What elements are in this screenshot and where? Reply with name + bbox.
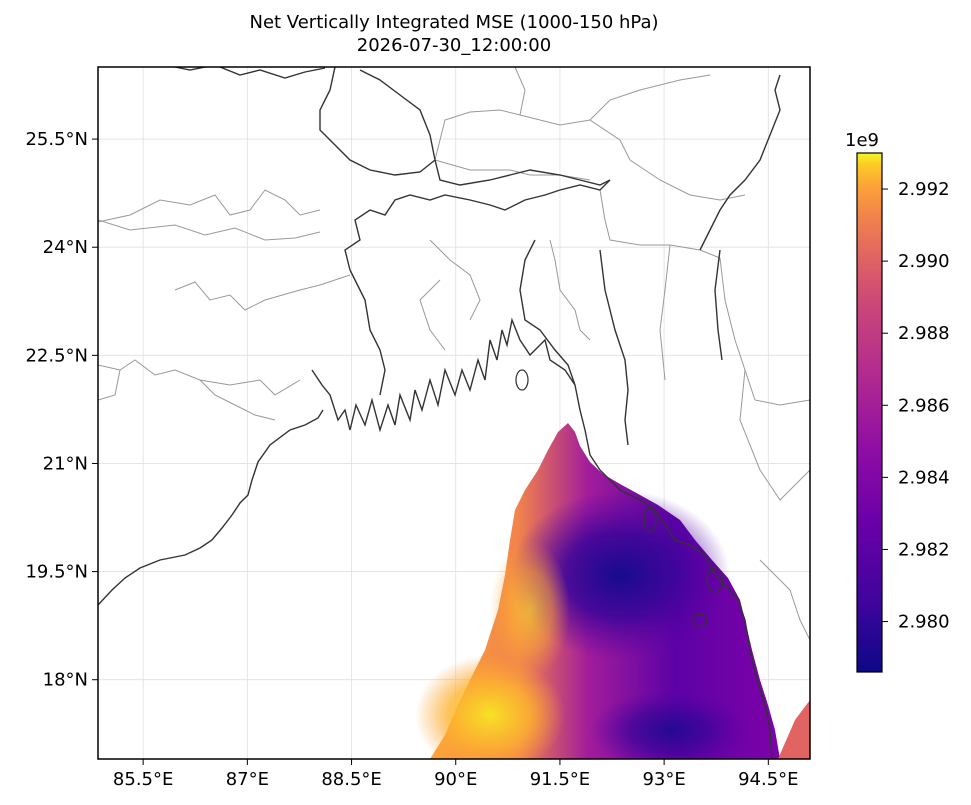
lat-tick-label: 19.5°N — [25, 562, 88, 583]
lon-tick-label: 91.5°E — [530, 769, 590, 790]
colorbar-tick-label: 2.984 — [898, 467, 950, 488]
coastal-islands — [515, 369, 724, 627]
mse-field-east-corner — [778, 700, 810, 759]
lat-tick-label: 18°N — [43, 670, 88, 691]
lon-tick-label: 90°E — [434, 769, 477, 790]
coastline-and-borders — [98, 67, 781, 759]
colorbar-tick-label: 2.982 — [898, 539, 950, 560]
lon-tick-label: 87°E — [226, 769, 269, 790]
mse-field-high-core — [415, 655, 565, 759]
lat-tick-label: 24°N — [43, 237, 88, 258]
bangladesh-north — [319, 67, 436, 176]
colorbar-tick-label: 2.990 — [898, 251, 950, 272]
colorbar-tick-label: 2.992 — [898, 179, 950, 200]
mse-field-high-west — [490, 540, 570, 680]
colorbar-tick-label: 2.986 — [898, 395, 950, 416]
bangladesh-border-inner — [349, 269, 386, 396]
colorbar-tick-label: 2.980 — [898, 612, 950, 633]
india-east-coastline — [98, 409, 324, 606]
myanmar-border-north — [699, 74, 781, 251]
map-title: Net Vertically Integrated MSE (1000-150 … — [249, 12, 659, 33]
sylhet-border — [434, 159, 611, 186]
lat-tick-label: 21°N — [43, 453, 88, 474]
mse-field — [415, 423, 810, 759]
latitude-ticks: 25.5°N 24°N 22.5°N 21°N 19.5°N 18°N — [25, 129, 98, 691]
west-bengal-delta — [311, 317, 576, 433]
longitude-ticks: 85.5°E 87°E 88.5°E 90°E 91.5°E 93°E 94.5°E — [113, 759, 799, 790]
lon-tick-label: 85.5°E — [113, 769, 173, 790]
colorbar-gradient — [856, 152, 883, 673]
myanmar-border-east — [714, 249, 723, 361]
colorbar-exponent: 1e9 — [845, 130, 879, 151]
bangladesh-border-west — [344, 179, 611, 271]
colorbar-tick-label: 2.988 — [898, 323, 950, 344]
mse-field-low-south — [590, 690, 750, 759]
lat-tick-label: 25.5°N — [25, 129, 88, 150]
myanmar-india-border — [599, 249, 629, 446]
north-border — [174, 67, 326, 79]
colorbar-ticks: 2.992 2.990 2.988 2.986 2.984 2.982 2.980 — [882, 179, 950, 633]
bangladesh-border-east — [519, 239, 601, 471]
lat-tick-label: 22.5°N — [25, 345, 88, 366]
colorbar: 1e9 2.992 2.990 2.988 2.986 2.984 2.982 2.980 — [845, 130, 950, 673]
lon-tick-label: 88.5°E — [321, 769, 381, 790]
lon-tick-label: 94.5°E — [738, 769, 798, 790]
map-axes-frame — [97, 66, 811, 760]
map-subtitle: 2026-07-30_12:00:00 — [356, 35, 552, 56]
state-borders — [98, 67, 810, 641]
lon-tick-label: 93°E — [642, 769, 685, 790]
